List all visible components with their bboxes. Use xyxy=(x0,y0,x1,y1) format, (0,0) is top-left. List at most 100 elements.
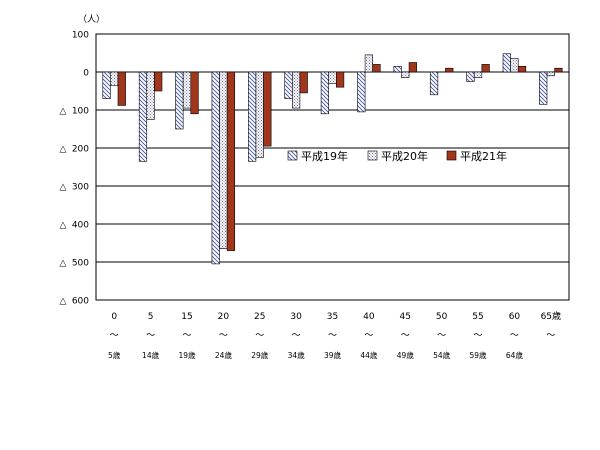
x-tick-label-from: 0 xyxy=(111,312,117,322)
plot-frame xyxy=(95,33,570,301)
legend-label-h21: 平成21年 xyxy=(460,149,507,163)
negative-marker: △ xyxy=(60,145,67,155)
x-tick-label-from: 5 xyxy=(148,312,154,322)
x-tick-label-to: 19歳 xyxy=(178,350,196,360)
bar-series-2-cat-10 xyxy=(481,64,490,73)
bar-series-2-cat-6 xyxy=(335,71,345,88)
bar-series-0-cat-9 xyxy=(429,71,439,96)
bar-series-2-cat-4 xyxy=(263,71,272,147)
x-tick-label-tilde: ～ xyxy=(401,331,410,341)
x-tick-label-from: 30 xyxy=(290,312,302,322)
negative-marker: △ xyxy=(60,221,67,231)
negative-marker: △ xyxy=(60,107,67,117)
x-tick-label-tilde: ～ xyxy=(219,331,228,341)
bar-series-0-cat-7 xyxy=(357,71,366,113)
x-tick-label-to: 24歳 xyxy=(215,350,233,360)
bar-series-0-cat-6 xyxy=(320,71,330,115)
bar-series-2-cat-1 xyxy=(154,71,163,92)
plot-area xyxy=(95,33,570,301)
x-tick-label-tilde: ～ xyxy=(437,331,446,341)
bar-series-2-cat-9 xyxy=(445,67,454,73)
legend-label-h20: 平成20年 xyxy=(381,149,428,163)
grid-lines xyxy=(96,33,569,301)
x-tick-label-to: 49歳 xyxy=(397,350,415,360)
y-tick-label: 0 xyxy=(83,69,89,79)
x-tick-label-tilde: ～ xyxy=(474,331,483,341)
y-tick-label: 400 xyxy=(72,221,89,231)
y-axis: 100 0 100 △ 200 △ 300 △ 400 △ 500 △ 600 △ xyxy=(60,31,90,307)
bar-series-1-cat-0 xyxy=(110,71,119,86)
x-tick-label-from: 65歳 xyxy=(541,310,561,322)
bar-series-0-cat-1 xyxy=(138,71,148,162)
bar-series-2-cat-0 xyxy=(117,71,126,106)
x-tick-label-from: 15 xyxy=(181,312,192,322)
x-tick-label-tilde: ～ xyxy=(182,331,191,341)
y-tick-label: 200 xyxy=(72,145,89,155)
x-tick-label-from: 35 xyxy=(327,312,338,322)
negative-marker: △ xyxy=(60,259,67,269)
bar-series-2-cat-2 xyxy=(190,71,199,115)
bar-series-1-cat-5 xyxy=(292,71,301,109)
bar-series-0-cat-3 xyxy=(211,71,220,265)
x-tick-label-tilde: ～ xyxy=(110,331,119,341)
y-tick-label: 600 xyxy=(72,297,89,307)
x-tick-label-to: 14歳 xyxy=(142,350,160,360)
legend: 平成19年 平成20年 平成21年 xyxy=(287,149,507,163)
bar-series-0-cat-4 xyxy=(248,71,257,162)
x-tick-label-from: 20 xyxy=(218,312,230,322)
y-tick-label: 500 xyxy=(72,259,89,269)
bar-series-2-cat-7 xyxy=(372,64,381,73)
bar-series-1-cat-6 xyxy=(328,71,337,84)
bar-series-1-cat-10 xyxy=(473,71,483,78)
bar-series-0-cat-12 xyxy=(539,71,548,105)
x-tick-label-to: 5歳 xyxy=(108,350,121,360)
bar-series-0-cat-8 xyxy=(393,66,402,73)
x-tick-label-from: 40 xyxy=(363,312,375,322)
x-tick-label-to: 59歳 xyxy=(470,350,488,360)
bar-series-0-cat-11 xyxy=(502,53,511,73)
bars xyxy=(102,53,563,265)
bar-series-2-cat-12 xyxy=(554,67,563,73)
bar-series-2-cat-5 xyxy=(299,71,308,94)
x-tick-label-to: 39歳 xyxy=(324,350,342,360)
x-tick-label-to: 34歳 xyxy=(288,350,306,360)
legend-label-h19: 平成19年 xyxy=(301,149,348,163)
legend-swatch-h20 xyxy=(367,150,378,161)
x-axis: 0 ～ 5歳 5 ～ 14歳 15 ～ 19歳 20 ～ 24歳 25 ～ 29歳 30 ～ 34歳 35 ～ 39歳 4… xyxy=(108,310,561,360)
negative-marker: △ xyxy=(60,183,67,193)
bar-series-2-cat-3 xyxy=(226,71,236,251)
bar-series-0-cat-2 xyxy=(175,71,184,130)
bar-series-2-cat-8 xyxy=(408,62,417,73)
bar-series-1-cat-12 xyxy=(546,71,555,77)
bar-series-1-cat-8 xyxy=(401,71,410,78)
x-tick-label-tilde: ～ xyxy=(546,331,555,341)
bar-series-2-cat-11 xyxy=(517,66,527,73)
x-tick-label-tilde: ～ xyxy=(328,331,337,341)
bar-series-1-cat-1 xyxy=(146,71,155,120)
y-unit-label: （人） xyxy=(78,14,105,25)
bar-series-1-cat-2 xyxy=(182,71,192,109)
bar-series-0-cat-0 xyxy=(102,71,111,99)
x-tick-label-tilde: ～ xyxy=(364,331,373,341)
x-tick-label-from: 45 xyxy=(400,312,411,322)
x-tick-label-tilde: ～ xyxy=(510,331,519,341)
bar-series-0-cat-5 xyxy=(284,71,293,99)
bar-series-0-cat-10 xyxy=(466,71,475,82)
x-tick-label-from: 60 xyxy=(509,312,521,322)
x-tick-label-tilde: ～ xyxy=(255,331,264,341)
bar-series-1-cat-3 xyxy=(219,71,228,249)
x-tick-label-from: 55 xyxy=(472,312,483,322)
y-tick-label: 100 xyxy=(72,107,89,117)
bar-series-1-cat-7 xyxy=(364,54,373,73)
x-tick-label-to: 64歳 xyxy=(506,350,524,360)
bar-series-1-cat-4 xyxy=(255,71,264,158)
negative-marker: △ xyxy=(60,297,67,307)
legend-swatch-h21 xyxy=(446,150,457,161)
y-tick-label: 100 xyxy=(72,31,89,41)
x-tick-label-tilde: ～ xyxy=(146,331,155,341)
x-tick-label-to: 44歳 xyxy=(360,350,378,360)
bar-series-1-cat-11 xyxy=(510,58,519,73)
x-tick-label-to: 29歳 xyxy=(251,350,269,360)
x-tick-label-to: 54歳 xyxy=(433,350,451,360)
